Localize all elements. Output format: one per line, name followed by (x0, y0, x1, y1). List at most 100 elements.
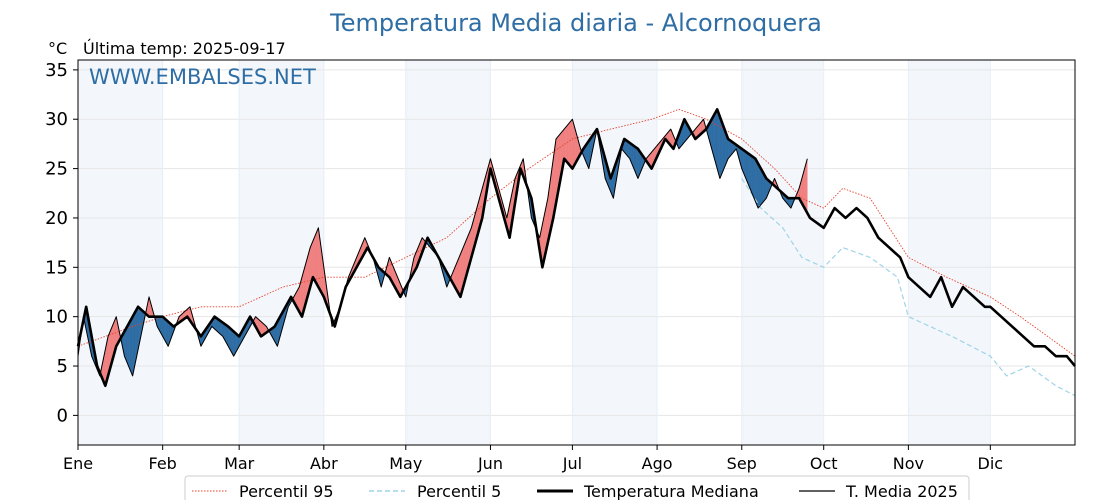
fill-above-median (568, 121, 570, 166)
series-line-temperatura-mediana (76, 108, 1077, 388)
legend-label-2025: T. Media 2025 (845, 482, 958, 500)
series-lines (76, 108, 1077, 397)
legend-label-p95: Percentil 95 (239, 482, 334, 500)
fill-below-median (712, 113, 715, 159)
legend-label-median: Temperatura Mediana (583, 482, 759, 500)
fill-below-median (162, 316, 165, 340)
x-tick-label-sep: Sep (727, 454, 757, 473)
fill-above-median (314, 234, 316, 283)
legend-label-p5: Percentil 5 (417, 482, 501, 500)
fill-above-median (312, 237, 315, 281)
fill-above-median (569, 120, 572, 168)
fill-below-median (752, 156, 755, 199)
month-shade-sep (741, 60, 824, 445)
fill-above-median (570, 118, 573, 170)
month-shade-nov (908, 60, 991, 445)
fill-below-median (748, 153, 751, 189)
fill-below-median (165, 318, 167, 345)
fill-below-median (718, 112, 721, 179)
fill-below-median (133, 310, 136, 370)
fill-above-median (316, 227, 319, 288)
fill-above-median (457, 257, 460, 296)
x-tick-label-nov: Nov (893, 454, 924, 473)
fill-below-median (229, 327, 232, 352)
month-shade-jul (572, 60, 658, 445)
fill-below-median (716, 109, 719, 174)
y-tick-label: 10 (45, 307, 68, 328)
fill-below-median (131, 315, 133, 376)
fill-below-median (129, 318, 132, 373)
x-tick-label-jun: Jun (477, 454, 503, 473)
fill-above-median (315, 231, 318, 286)
fill-below-median (714, 111, 717, 164)
fill-above-median (804, 163, 807, 212)
y-axis-ticks: 0 5 10 15 20 25 30 35 (45, 60, 78, 426)
fill-below-median (230, 328, 233, 355)
fill-below-median (729, 139, 732, 158)
fill-below-median (166, 319, 169, 348)
fill-below-median (760, 167, 763, 206)
y-tick-label: 30 (45, 109, 68, 130)
fill-below-median (636, 147, 639, 179)
legend-box (184, 475, 970, 500)
legend: Percentil 95 Percentil 5 Temperatura Med… (184, 475, 970, 500)
fill-above-median (805, 158, 808, 214)
watermark: WWW.EMBALSES.NET (89, 65, 316, 89)
x-tick-label-abr: Abr (310, 454, 338, 473)
series-line-percentil-95 (77, 108, 1076, 357)
fill-below-median (234, 332, 237, 355)
x-axis-ticks: Ene Feb Mar Abr May Jun Jul Ago Sep Oct Nov Dic (63, 445, 1003, 473)
series-line-percentil-5 (741, 178, 1076, 397)
fill-below-median (727, 138, 730, 160)
plot-frame (77, 59, 1076, 446)
y-tick-label: 15 (45, 257, 68, 278)
fill-below-median (722, 124, 725, 172)
y-tick-label: 5 (57, 356, 68, 377)
x-tick-label-dic: Dic (978, 454, 1004, 473)
fill-below-median (745, 151, 748, 182)
fill-below-median (132, 313, 135, 376)
x-tick-label-mar: Mar (224, 454, 255, 473)
x-tick-label-oct: Oct (810, 454, 838, 473)
y-tick-label: 0 (57, 405, 68, 426)
fill-below-median (719, 116, 722, 179)
fill-above-median (566, 123, 569, 165)
fill-below-median (628, 141, 630, 160)
last-update-label: Última temp: 2025-09-17 (83, 39, 286, 58)
fill-below-median (637, 148, 640, 179)
y-tick-label: 35 (45, 60, 68, 81)
fill-below-median (751, 155, 753, 195)
gridlines (77, 60, 1075, 445)
fill-below-median (753, 157, 756, 202)
fill-below-median (233, 331, 236, 357)
month-shade-ene (78, 60, 163, 445)
chart-title: Temperatura Media diaria - Alcornoquera (329, 9, 822, 37)
fill-below-median (126, 323, 129, 367)
fill-above-median (573, 124, 576, 167)
fill-above-median (458, 254, 461, 298)
fill-below-median (715, 108, 718, 169)
x-tick-label-may: May (389, 454, 422, 473)
fill-below-median (635, 146, 637, 176)
fill-below-median (749, 154, 752, 192)
fill-below-median (744, 150, 747, 179)
fill-below-median (228, 326, 230, 350)
fill-below-median (757, 162, 760, 209)
x-tick-label-feb: Feb (149, 454, 177, 473)
series-line-t-media-2025 (77, 118, 808, 377)
fill-below-median (759, 165, 762, 207)
y-tick-label: 20 (45, 208, 68, 229)
fill-above-median (572, 119, 574, 170)
fill-below-median (125, 325, 128, 363)
y-tick-label: 25 (45, 159, 68, 180)
month-shade-bands (78, 60, 991, 445)
fill-below-median (762, 170, 764, 204)
fill-below-median (587, 140, 589, 169)
fill-below-median (163, 317, 166, 343)
x-tick-label-ago: Ago (642, 454, 673, 473)
unit-label: °C (48, 39, 67, 58)
x-tick-label-jul: Jul (562, 454, 582, 473)
fill-below-median (128, 320, 131, 370)
fill-below-median (755, 157, 757, 205)
